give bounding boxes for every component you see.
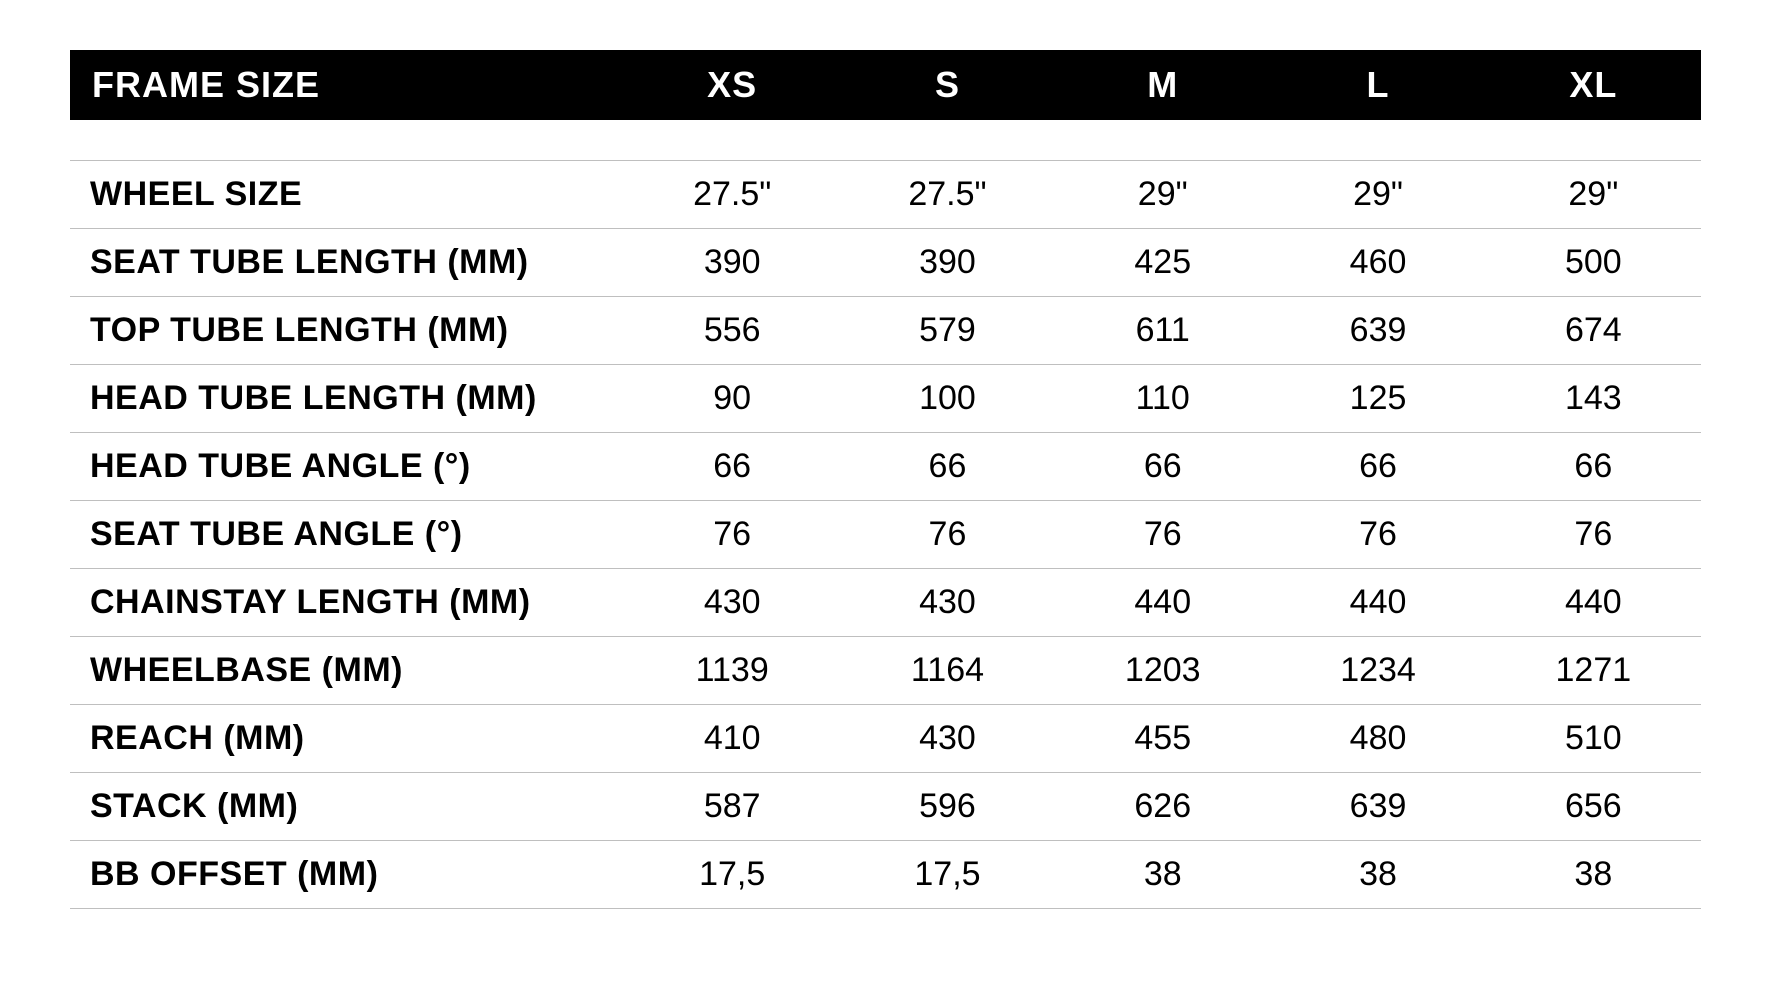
header-col-s: S — [840, 50, 1055, 120]
cell-value: 579 — [840, 296, 1055, 364]
cell-value: 460 — [1270, 228, 1485, 296]
cell-value: 410 — [625, 704, 840, 772]
cell-value: 76 — [1055, 500, 1270, 568]
cell-value: 1164 — [840, 636, 1055, 704]
cell-value: 100 — [840, 364, 1055, 432]
cell-value: 510 — [1486, 704, 1701, 772]
cell-value: 390 — [840, 228, 1055, 296]
cell-value: 1139 — [625, 636, 840, 704]
cell-value: 90 — [625, 364, 840, 432]
cell-value: 17,5 — [840, 840, 1055, 908]
cell-value: 596 — [840, 772, 1055, 840]
cell-value: 29" — [1486, 160, 1701, 228]
cell-value: 143 — [1486, 364, 1701, 432]
cell-value: 66 — [840, 432, 1055, 500]
row-label: WHEEL SIZE — [70, 160, 625, 228]
cell-value: 390 — [625, 228, 840, 296]
row-label: CHAINSTAY LENGTH (MM) — [70, 568, 625, 636]
table-row: BB OFFSET (MM)17,517,5383838 — [70, 840, 1701, 908]
spacer-row — [70, 120, 1701, 160]
table-row: STACK (MM)587596626639656 — [70, 772, 1701, 840]
cell-value: 639 — [1270, 296, 1485, 364]
header-col-l: L — [1270, 50, 1485, 120]
row-label: STACK (MM) — [70, 772, 625, 840]
cell-value: 76 — [1486, 500, 1701, 568]
cell-value: 656 — [1486, 772, 1701, 840]
row-label: HEAD TUBE ANGLE (°) — [70, 432, 625, 500]
cell-value: 455 — [1055, 704, 1270, 772]
table-row: WHEELBASE (MM)11391164120312341271 — [70, 636, 1701, 704]
cell-value: 587 — [625, 772, 840, 840]
geometry-table: FRAME SIZE XS S M L XL WHEEL SIZE27.5"27… — [70, 50, 1701, 909]
cell-value: 440 — [1055, 568, 1270, 636]
cell-value: 611 — [1055, 296, 1270, 364]
cell-value: 29" — [1055, 160, 1270, 228]
cell-value: 125 — [1270, 364, 1485, 432]
cell-value: 1271 — [1486, 636, 1701, 704]
row-label: HEAD TUBE LENGTH (MM) — [70, 364, 625, 432]
table-row: SEAT TUBE LENGTH (MM)390390425460500 — [70, 228, 1701, 296]
cell-value: 29" — [1270, 160, 1485, 228]
row-label: TOP TUBE LENGTH (MM) — [70, 296, 625, 364]
cell-value: 110 — [1055, 364, 1270, 432]
cell-value: 480 — [1270, 704, 1485, 772]
table-row: HEAD TUBE LENGTH (MM)90100110125143 — [70, 364, 1701, 432]
cell-value: 430 — [840, 568, 1055, 636]
cell-value: 674 — [1486, 296, 1701, 364]
cell-value: 38 — [1055, 840, 1270, 908]
cell-value: 1234 — [1270, 636, 1485, 704]
row-label: SEAT TUBE ANGLE (°) — [70, 500, 625, 568]
cell-value: 17,5 — [625, 840, 840, 908]
table-header-row: FRAME SIZE XS S M L XL — [70, 50, 1701, 120]
cell-value: 76 — [625, 500, 840, 568]
cell-value: 38 — [1486, 840, 1701, 908]
row-label: SEAT TUBE LENGTH (MM) — [70, 228, 625, 296]
table-row: HEAD TUBE ANGLE (°)6666666666 — [70, 432, 1701, 500]
cell-value: 76 — [1270, 500, 1485, 568]
cell-value: 626 — [1055, 772, 1270, 840]
table-row: WHEEL SIZE27.5"27.5"29"29"29" — [70, 160, 1701, 228]
header-frame-size: FRAME SIZE — [70, 50, 625, 120]
table-row: SEAT TUBE ANGLE (°)7676767676 — [70, 500, 1701, 568]
table-row: CHAINSTAY LENGTH (MM)430430440440440 — [70, 568, 1701, 636]
cell-value: 440 — [1270, 568, 1485, 636]
table-row: TOP TUBE LENGTH (MM)556579611639674 — [70, 296, 1701, 364]
row-label: REACH (MM) — [70, 704, 625, 772]
table-body: WHEEL SIZE27.5"27.5"29"29"29"SEAT TUBE L… — [70, 120, 1701, 908]
cell-value: 27.5" — [840, 160, 1055, 228]
cell-value: 66 — [1270, 432, 1485, 500]
cell-value: 27.5" — [625, 160, 840, 228]
cell-value: 66 — [1055, 432, 1270, 500]
header-col-xl: XL — [1486, 50, 1701, 120]
cell-value: 76 — [840, 500, 1055, 568]
table-row: REACH (MM)410430455480510 — [70, 704, 1701, 772]
cell-value: 66 — [625, 432, 840, 500]
cell-value: 38 — [1270, 840, 1485, 908]
cell-value: 430 — [840, 704, 1055, 772]
cell-value: 556 — [625, 296, 840, 364]
header-col-m: M — [1055, 50, 1270, 120]
cell-value: 430 — [625, 568, 840, 636]
row-label: BB OFFSET (MM) — [70, 840, 625, 908]
cell-value: 500 — [1486, 228, 1701, 296]
cell-value: 440 — [1486, 568, 1701, 636]
cell-value: 66 — [1486, 432, 1701, 500]
cell-value: 639 — [1270, 772, 1485, 840]
row-label: WHEELBASE (MM) — [70, 636, 625, 704]
header-col-xs: XS — [625, 50, 840, 120]
cell-value: 425 — [1055, 228, 1270, 296]
cell-value: 1203 — [1055, 636, 1270, 704]
